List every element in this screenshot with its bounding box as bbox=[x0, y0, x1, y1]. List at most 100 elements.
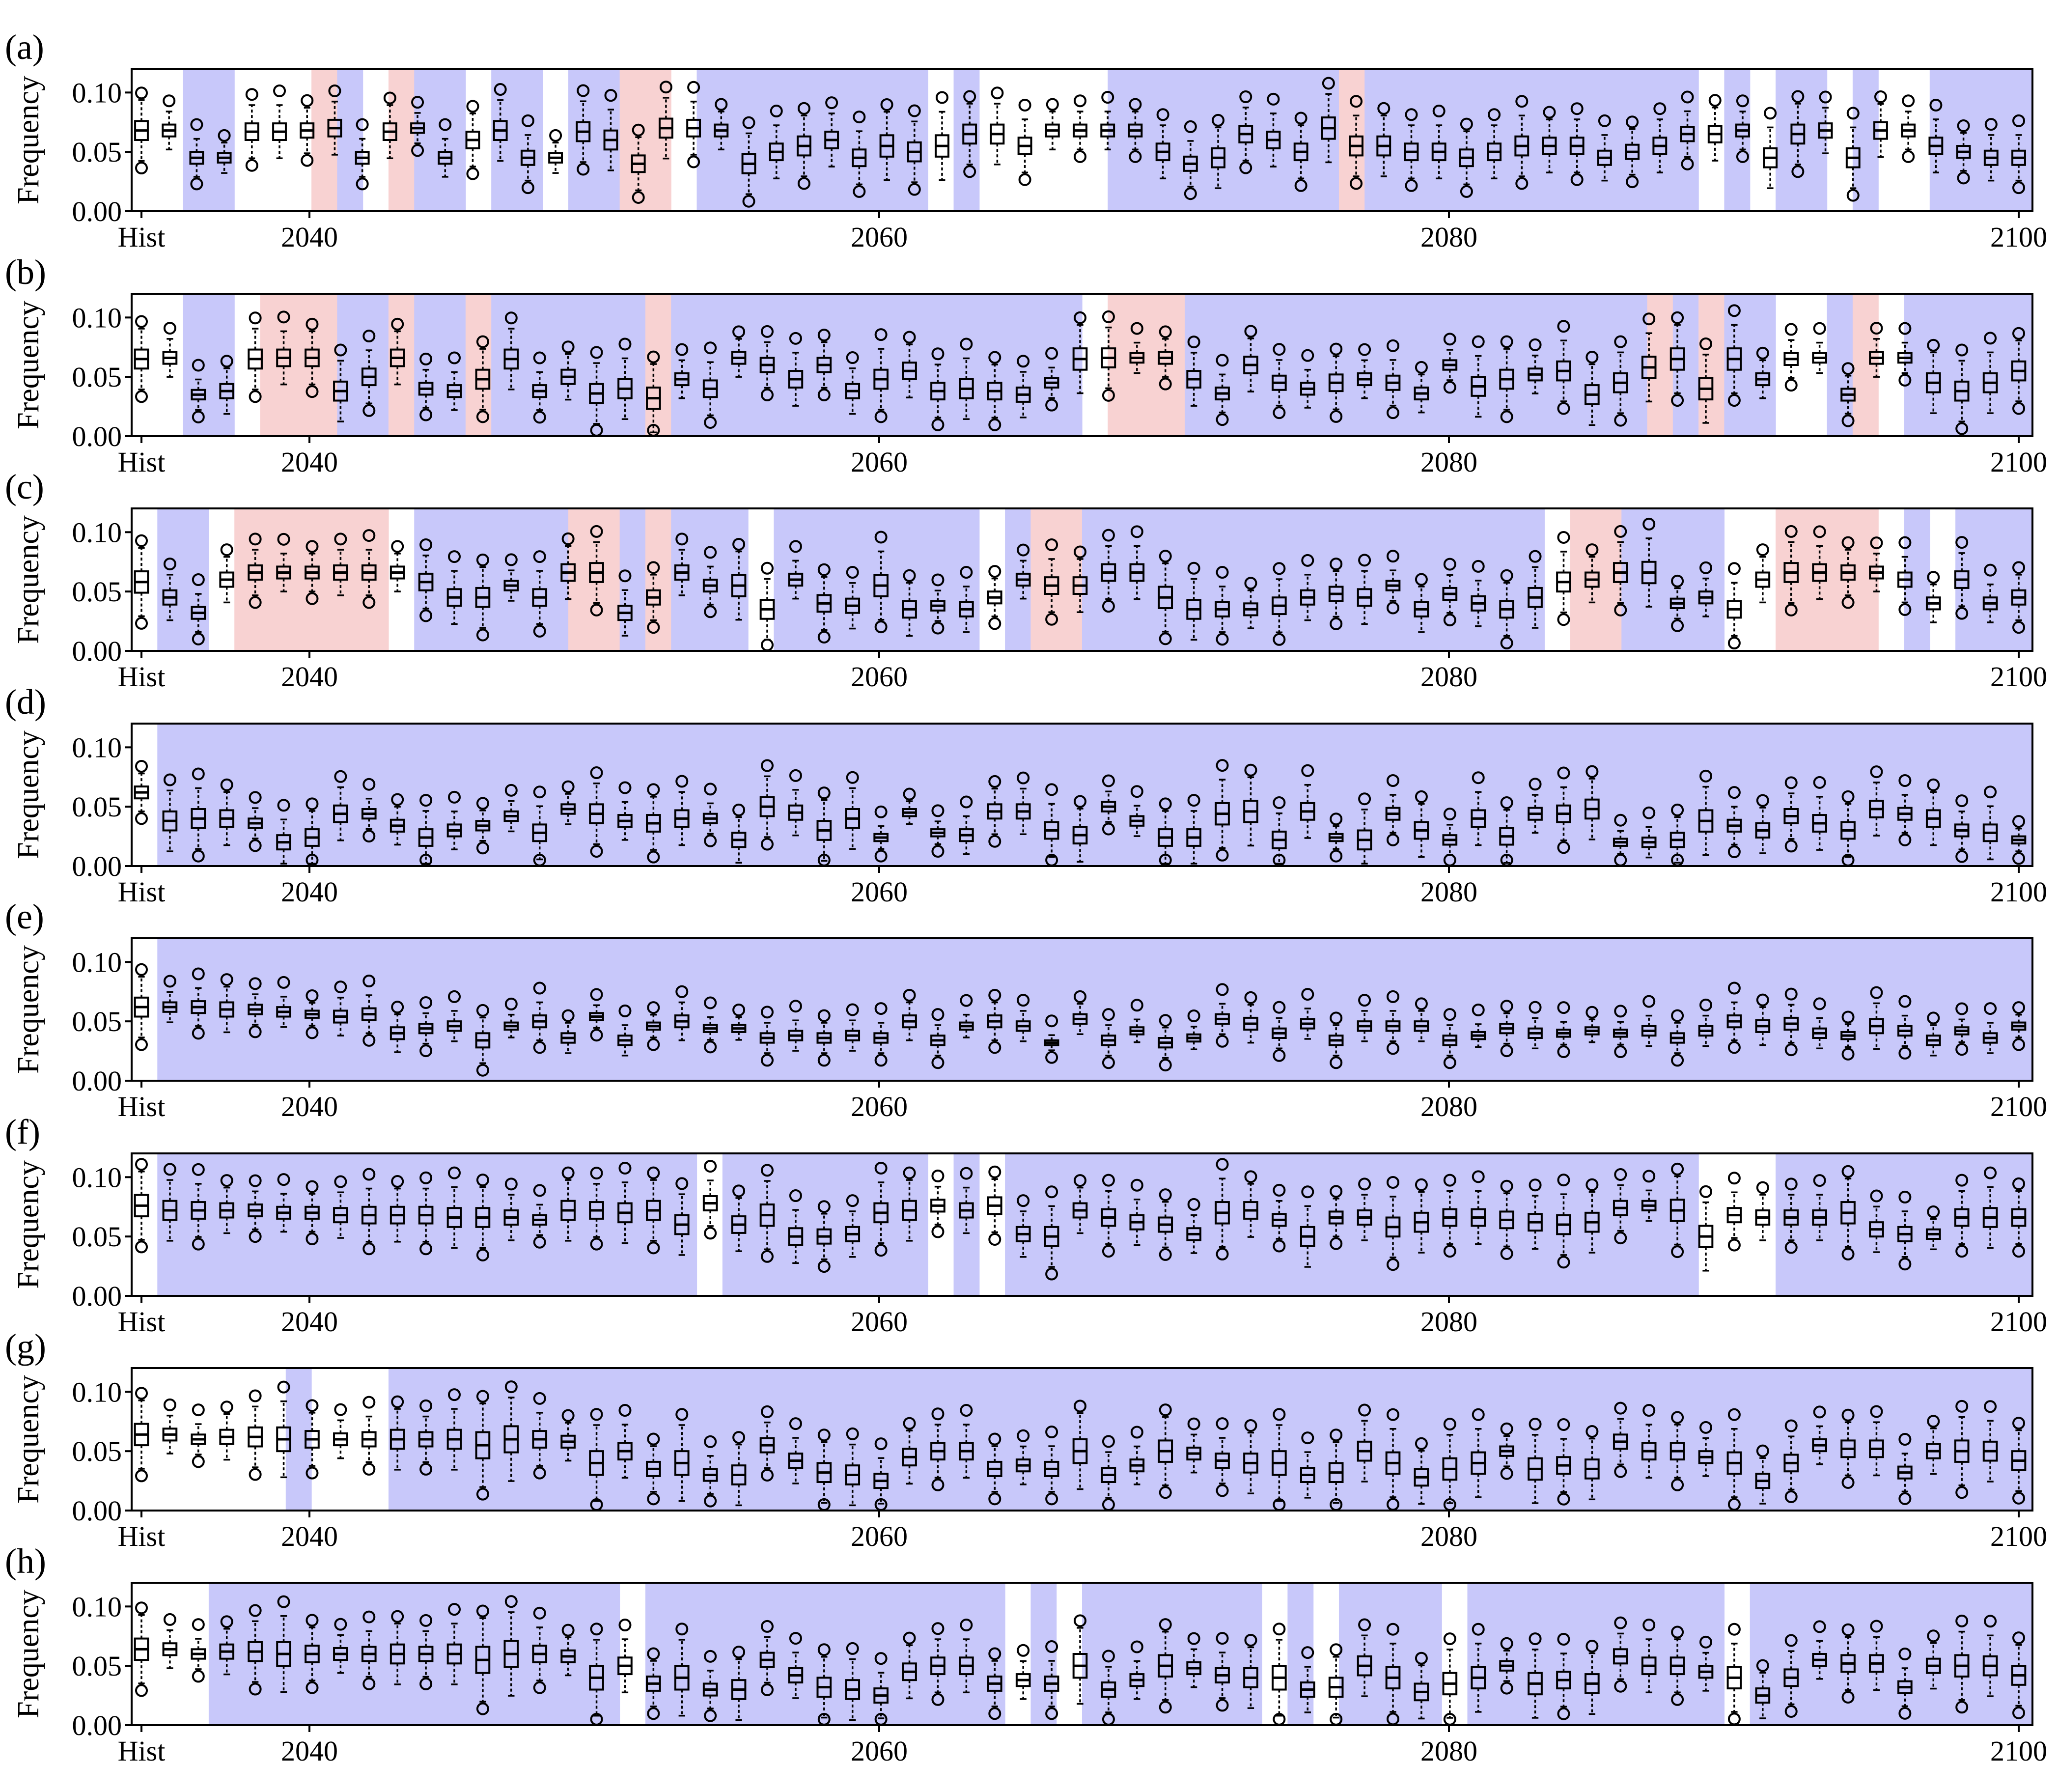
boxplot bbox=[674, 1623, 690, 1717]
boxplot bbox=[1272, 343, 1287, 420]
boxplot bbox=[1726, 981, 1742, 1054]
blue-shade-band bbox=[517, 724, 543, 866]
boxplot bbox=[532, 981, 548, 1054]
blue-shade-band bbox=[1056, 1153, 1083, 1296]
red-shade-band bbox=[1108, 294, 1134, 436]
y-tick-label: 0.05 bbox=[72, 1006, 122, 1037]
outlier-point bbox=[1017, 355, 1030, 368]
outlier-point bbox=[1984, 563, 1997, 577]
boxplot bbox=[475, 1390, 491, 1501]
boxplot bbox=[532, 351, 548, 424]
outlier-point bbox=[903, 569, 916, 582]
boxplot bbox=[382, 91, 397, 159]
outlier-point bbox=[1898, 603, 1912, 616]
outlier-point bbox=[1387, 406, 1399, 420]
outlier-point bbox=[1671, 311, 1684, 324]
outlier-point bbox=[1671, 1054, 1684, 1067]
boxplot bbox=[2011, 114, 2026, 195]
boxplot bbox=[1869, 322, 1884, 378]
boxplot bbox=[1499, 1422, 1514, 1480]
outlier-point bbox=[1813, 1405, 1826, 1419]
outlier-point bbox=[1102, 310, 1115, 323]
outlier-point bbox=[817, 1009, 831, 1022]
boxplot bbox=[1812, 776, 1827, 851]
outlier-point bbox=[1415, 1178, 1428, 1191]
outlier-point bbox=[1529, 338, 1542, 351]
outlier-point bbox=[761, 1164, 774, 1177]
blue-shade-band bbox=[1981, 69, 2007, 211]
boxplot bbox=[1044, 1185, 1059, 1281]
outlier-point bbox=[1273, 633, 1286, 646]
outlier-point bbox=[1159, 1188, 1172, 1202]
outlier-point bbox=[1500, 1467, 1513, 1480]
boxplot bbox=[305, 540, 320, 605]
boxplot bbox=[959, 1167, 974, 1234]
outlier-point bbox=[306, 1681, 319, 1694]
outlier-point bbox=[277, 799, 290, 812]
outlier-point bbox=[362, 596, 376, 609]
blue-shade-band bbox=[1390, 1583, 1417, 1725]
blue-shade-band bbox=[1030, 1583, 1057, 1725]
outlier-point bbox=[1216, 848, 1229, 862]
outlier-point bbox=[789, 1189, 802, 1203]
outlier-point bbox=[853, 185, 866, 198]
outlier-point bbox=[1736, 94, 1749, 108]
blue-shade-band bbox=[440, 508, 466, 651]
outlier-point bbox=[704, 1709, 717, 1722]
blue-shade-band bbox=[1647, 508, 1673, 651]
outlier-point bbox=[963, 165, 976, 178]
outlier-point bbox=[789, 1417, 802, 1430]
boxplot bbox=[646, 783, 661, 864]
boxplot bbox=[1528, 1001, 1543, 1050]
outlier-point bbox=[192, 1163, 205, 1176]
outlier-point bbox=[1898, 833, 1912, 846]
boxplot bbox=[1897, 774, 1913, 846]
outlier-point bbox=[1727, 1408, 1741, 1421]
outlier-point bbox=[249, 390, 262, 403]
outlier-point bbox=[1699, 1185, 1712, 1198]
outlier-point bbox=[1045, 1426, 1058, 1439]
boxplot bbox=[1072, 990, 1088, 1036]
outlier-point bbox=[1018, 173, 1031, 186]
blue-shade-band bbox=[851, 938, 877, 1081]
blue-shade-band bbox=[851, 294, 877, 436]
blue-shade-band bbox=[979, 1583, 1005, 1725]
boxplot bbox=[1044, 538, 1059, 626]
outlier-point bbox=[1045, 783, 1058, 796]
boxplot bbox=[560, 532, 576, 600]
boxplot bbox=[1783, 1177, 1799, 1254]
blue-shade-band bbox=[1750, 1368, 1776, 1511]
boxplot bbox=[1556, 766, 1571, 854]
outlier-point bbox=[1614, 1465, 1627, 1478]
boxplot bbox=[1869, 765, 1884, 837]
outlier-point bbox=[1557, 320, 1570, 333]
blue-shade-band bbox=[876, 724, 903, 866]
x-tick-label: 2100 bbox=[1990, 1735, 2047, 1767]
red-shade-band bbox=[1698, 294, 1725, 436]
boxplot bbox=[788, 540, 804, 600]
outlier-point bbox=[1585, 351, 1599, 364]
boxplot bbox=[1499, 569, 1514, 650]
boxplot bbox=[1385, 1176, 1401, 1271]
outlier-point bbox=[761, 1006, 774, 1019]
outlier-point bbox=[1929, 98, 1943, 112]
boxplot bbox=[1783, 1419, 1799, 1503]
outlier-point bbox=[1955, 794, 1969, 808]
blue-shade-band bbox=[1544, 69, 1571, 211]
boxplot bbox=[361, 1168, 377, 1256]
outlier-point bbox=[1791, 90, 1805, 103]
outlier-point bbox=[1642, 1404, 1656, 1417]
blue-shade-band bbox=[414, 1153, 441, 1296]
blue-shade-band bbox=[1210, 508, 1237, 651]
outlier-point bbox=[521, 114, 534, 127]
outlier-point bbox=[306, 1399, 319, 1412]
blue-shade-band bbox=[1621, 294, 1648, 436]
blue-shade-band bbox=[876, 294, 903, 436]
boxplot bbox=[1459, 117, 1474, 198]
boxplot bbox=[1385, 550, 1401, 615]
blue-shade-band bbox=[542, 724, 569, 866]
blue-shade-band bbox=[1159, 1368, 1185, 1511]
blue-shade-band bbox=[1416, 294, 1442, 436]
y-axis-label: Frequency bbox=[12, 730, 45, 859]
